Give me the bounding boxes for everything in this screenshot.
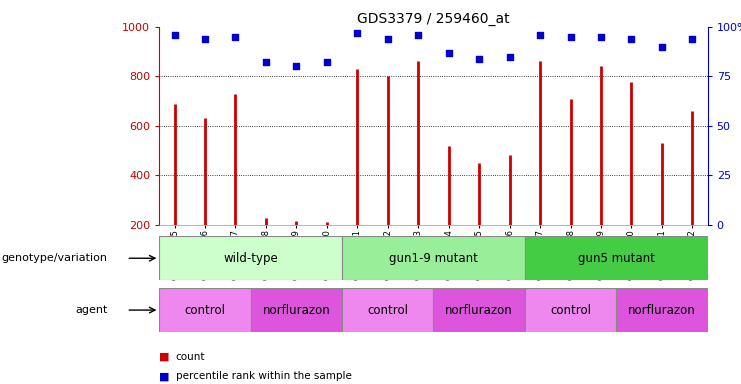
Point (473, 55, 485, 61)
Point (534, 32, 546, 38)
Point (595, 34, 607, 40)
Text: count: count (176, 352, 205, 362)
Text: norflurazon: norflurazon (262, 304, 330, 316)
Text: norflurazon: norflurazon (445, 304, 513, 316)
Point (412, 32, 424, 38)
Point (504, 53, 516, 60)
Point (260, 60, 272, 66)
Bar (159, 288, 250, 332)
Point (169, 32, 181, 38)
Title: GDS3379 / 259460_at: GDS3379 / 259460_at (357, 12, 510, 26)
Text: ■: ■ (159, 352, 170, 362)
Text: agent: agent (75, 305, 107, 315)
Point (321, 60, 333, 66)
Text: norflurazon: norflurazon (628, 304, 696, 316)
Bar (159, 236, 342, 280)
Point (290, 63, 302, 70)
Point (230, 34, 242, 40)
Point (656, 44, 668, 50)
Point (625, 36, 637, 42)
Text: percentile rank within the sample: percentile rank within the sample (176, 371, 351, 381)
Point (443, 50, 455, 56)
Text: control: control (550, 304, 591, 316)
Text: control: control (368, 304, 408, 316)
Bar (525, 288, 617, 332)
Text: ■: ■ (159, 371, 170, 381)
Point (686, 36, 698, 42)
Bar (433, 288, 525, 332)
Bar (617, 288, 708, 332)
Point (382, 36, 393, 42)
Text: control: control (185, 304, 225, 316)
Point (199, 36, 211, 42)
Bar (250, 288, 342, 332)
Point (351, 30, 363, 36)
Bar (342, 288, 433, 332)
Text: wild-type: wild-type (223, 252, 278, 265)
Bar (525, 236, 708, 280)
Point (565, 34, 576, 40)
Text: gun5 mutant: gun5 mutant (578, 252, 655, 265)
Text: gun1-9 mutant: gun1-9 mutant (389, 252, 478, 265)
Text: genotype/variation: genotype/variation (1, 253, 107, 263)
Bar (342, 236, 525, 280)
